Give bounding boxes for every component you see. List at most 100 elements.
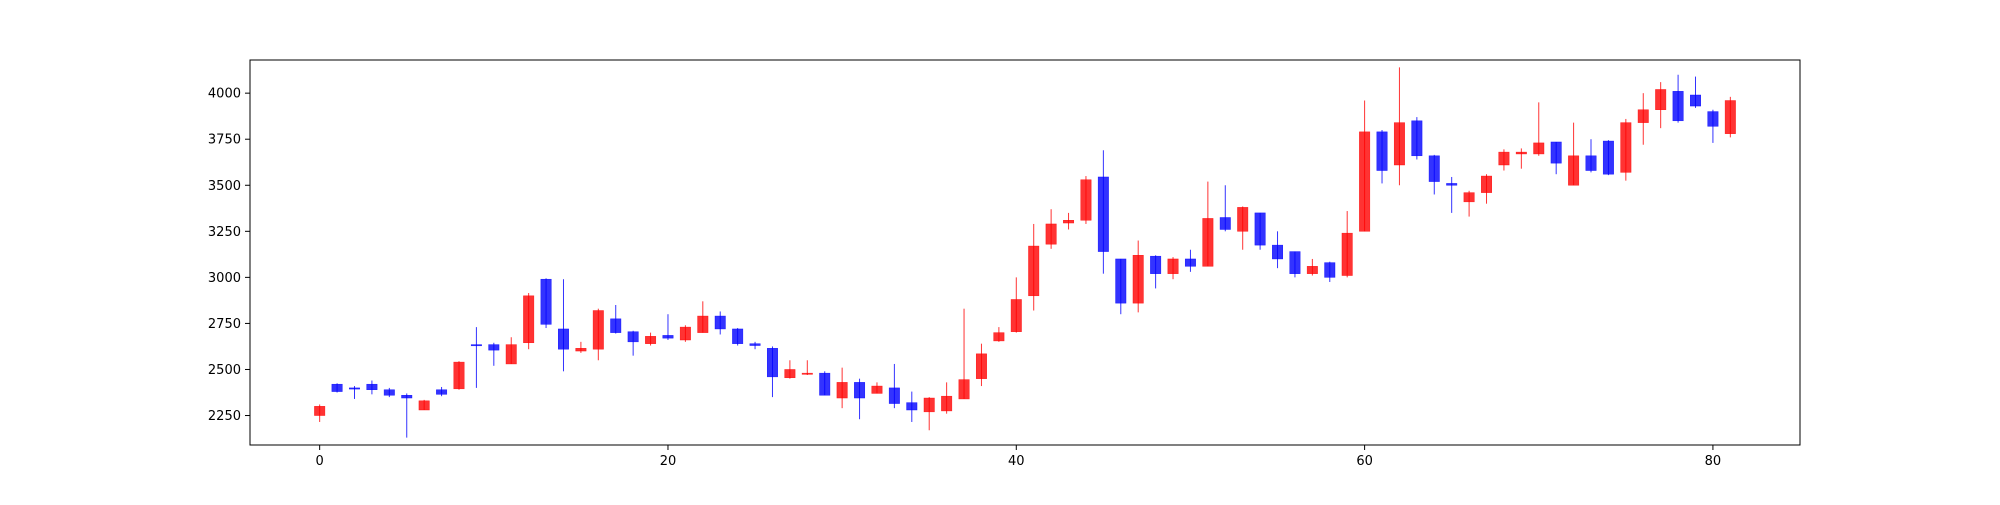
candle-body <box>993 332 1005 342</box>
candle-body <box>1150 255 1162 274</box>
candle <box>1150 255 1162 289</box>
candle-body <box>1446 183 1458 186</box>
candle-body <box>470 344 482 347</box>
candle <box>558 279 569 372</box>
candle-body <box>1637 109 1649 123</box>
candle-body <box>1707 111 1719 127</box>
candle <box>1498 149 1510 171</box>
candle <box>1411 117 1423 160</box>
candle <box>505 337 517 365</box>
y-tick-label: 2500 <box>208 363 241 378</box>
candle <box>1463 190 1475 217</box>
candle-body <box>1272 244 1284 260</box>
candle-body <box>1724 100 1736 134</box>
candle <box>488 342 500 366</box>
axes-frame <box>249 59 1801 446</box>
candle <box>662 314 674 340</box>
candle-body <box>1115 258 1127 304</box>
candle <box>540 278 552 329</box>
y-axis: 2250 2500 2750 3000 3250 3500 3750 4000 <box>208 87 250 424</box>
candle <box>1010 277 1022 333</box>
candle <box>1341 211 1353 278</box>
candle-body <box>854 382 866 399</box>
candle-body <box>836 382 848 399</box>
candle <box>1132 240 1144 313</box>
candle-body <box>401 395 413 399</box>
x-tick-label: 60 <box>1356 454 1373 469</box>
candle <box>1115 258 1127 315</box>
candle <box>1202 181 1214 267</box>
candle-body <box>1219 217 1231 230</box>
x-axis: 0 20 40 60 80 <box>316 445 1722 469</box>
candle-body <box>975 353 987 379</box>
candle <box>1393 67 1405 186</box>
candle <box>1428 154 1440 195</box>
candle <box>575 341 587 353</box>
candle-body <box>732 328 744 344</box>
candle-body <box>314 406 326 416</box>
candle-body <box>558 328 569 350</box>
candle <box>1690 76 1701 108</box>
candle <box>1045 209 1057 249</box>
candle <box>1550 141 1562 175</box>
candle-body <box>923 397 935 413</box>
candle <box>1585 139 1597 173</box>
candle <box>1167 257 1179 280</box>
candle <box>1602 140 1614 176</box>
candle <box>1063 212 1075 230</box>
candle-body <box>1028 245 1040 297</box>
candle <box>1655 82 1667 129</box>
candle-body <box>1550 141 1562 164</box>
candle-body <box>331 383 343 392</box>
candle-body <box>801 372 813 375</box>
candle-body <box>1568 155 1580 186</box>
candle-body <box>1515 151 1527 155</box>
candle <box>1324 261 1336 282</box>
candle <box>854 378 866 420</box>
candle <box>871 382 883 394</box>
candle-body <box>1690 94 1701 107</box>
candle-body <box>1463 192 1475 203</box>
y-tick-label: 2250 <box>208 409 241 424</box>
candle <box>958 308 970 400</box>
y-tick-label: 3000 <box>208 271 241 286</box>
candle <box>1097 150 1109 274</box>
candle <box>906 391 918 422</box>
candle-body <box>1498 151 1510 166</box>
candle <box>836 367 848 409</box>
candle-body <box>418 400 430 411</box>
candle-body <box>958 379 970 400</box>
candle-body <box>383 389 395 396</box>
candle <box>383 387 395 398</box>
candle-body <box>1184 258 1196 267</box>
candle <box>592 308 604 361</box>
candle <box>923 397 935 431</box>
candle-body <box>1202 218 1214 267</box>
candle-body <box>1324 262 1336 278</box>
candle <box>1446 176 1458 213</box>
candle <box>766 346 778 398</box>
candle-body <box>1428 155 1440 182</box>
candle <box>975 343 987 387</box>
candle <box>1184 249 1196 272</box>
candle <box>1237 206 1249 250</box>
candle <box>1481 174 1492 204</box>
candle-body <box>1533 142 1545 155</box>
candle <box>679 325 691 342</box>
x-tick-label: 0 <box>316 454 324 469</box>
candle <box>1620 118 1632 181</box>
candle <box>1028 223 1040 311</box>
candle-body <box>906 402 918 411</box>
candle-body <box>1672 91 1684 122</box>
x-tick-label: 80 <box>1705 454 1722 469</box>
candle <box>732 328 744 346</box>
candle <box>645 332 657 346</box>
candle-body <box>1359 131 1371 232</box>
candle-body <box>1063 220 1075 224</box>
candle <box>418 399 430 411</box>
candle-body <box>697 315 709 333</box>
candle <box>1533 102 1545 156</box>
candle <box>436 386 448 397</box>
